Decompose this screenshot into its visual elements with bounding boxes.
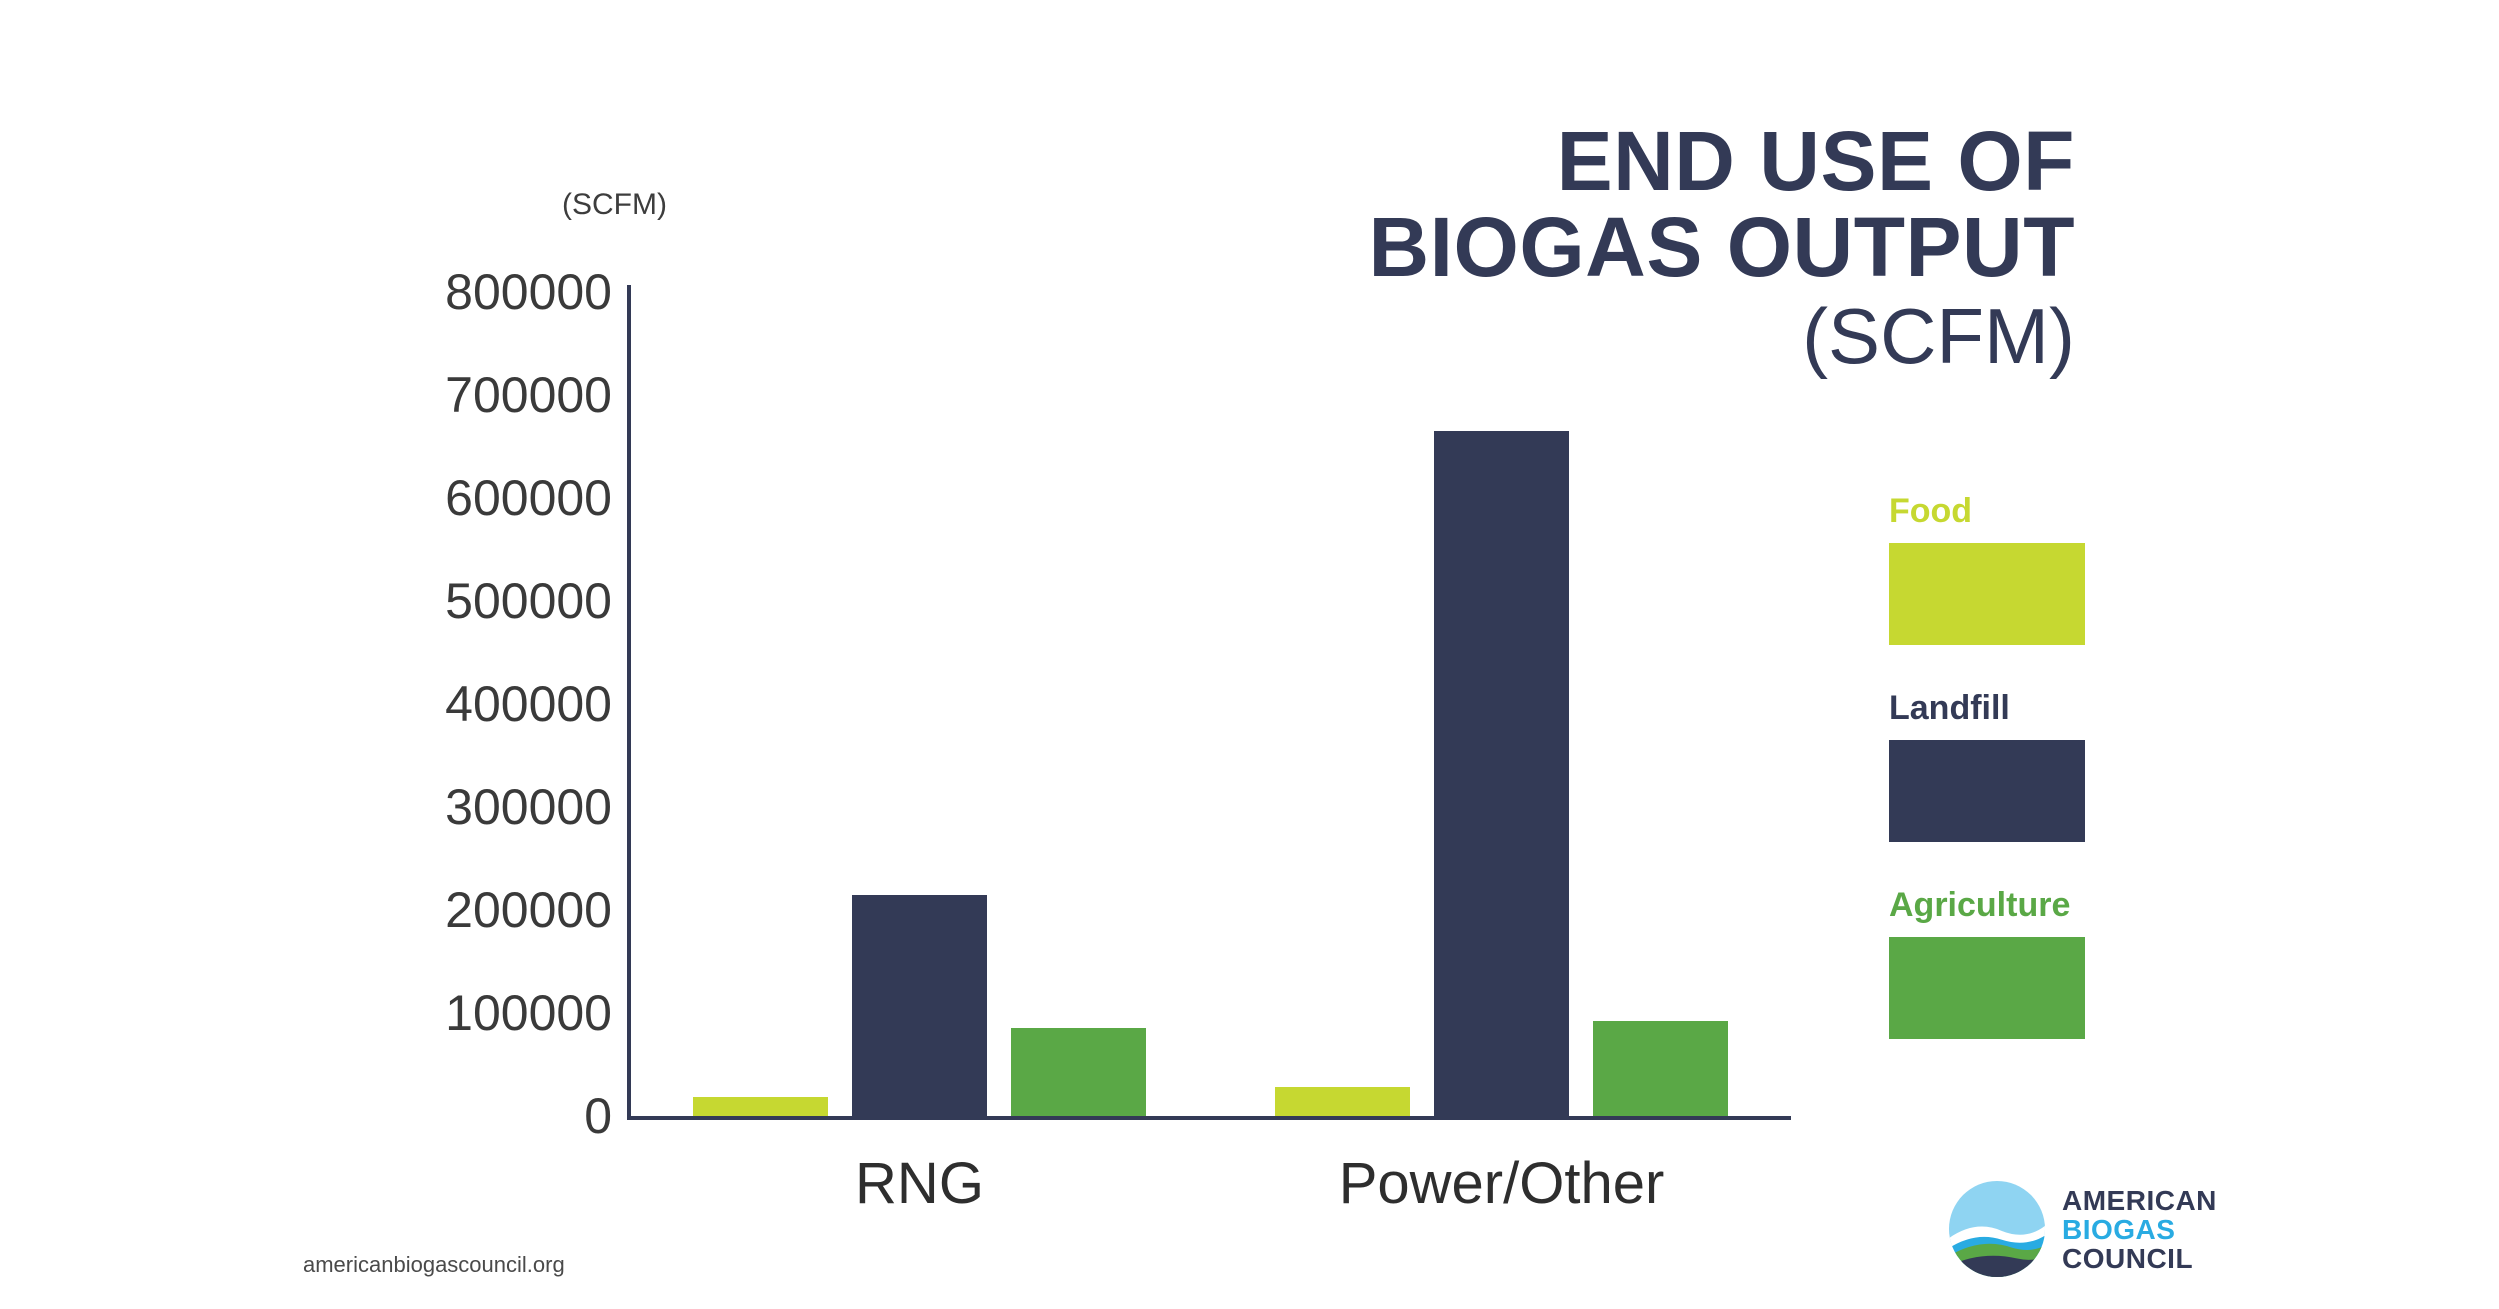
footer-url-text: americanbiogascouncil.org	[303, 1252, 565, 1277]
logo-line-biogas: BIOGAS	[2062, 1213, 2176, 1245]
y-tick-label: 300000	[445, 779, 612, 835]
bar-landfill-rng	[852, 895, 987, 1116]
abc-logo-wordmark: AMERICAN BIOGAS COUNCIL	[2062, 1186, 2217, 1273]
legend-label: Landfill	[1889, 689, 2010, 727]
bar-food-rng	[693, 1097, 828, 1116]
chart-title-line2: BIOGAS OUTPUT	[1368, 200, 2075, 294]
plot-area	[627, 292, 1789, 1116]
chart-title-line1: END USE OF	[1556, 114, 2075, 208]
x-category-label: RNG	[855, 1151, 984, 1216]
y-axis-line	[627, 285, 631, 1120]
legend-label: Food	[1889, 492, 1973, 530]
bar-agriculture-rng	[1011, 1028, 1146, 1116]
y-tick-label: 600000	[445, 470, 612, 526]
y-tick-label: 0	[584, 1088, 612, 1144]
y-axis-unit-label: (SCFM)	[562, 188, 667, 221]
y-tick-label: 700000	[445, 367, 612, 423]
y-tick-label: 500000	[445, 573, 612, 629]
bar-food-power-other	[1275, 1087, 1410, 1116]
legend-swatch	[1889, 937, 2085, 1039]
abc-logo-icon	[1948, 1180, 2046, 1278]
y-tick-label: 400000	[445, 676, 612, 732]
legend-item-agriculture: Agriculture	[1889, 886, 2085, 1039]
bar-agriculture-power-other	[1593, 1021, 1728, 1116]
logo-line-council: COUNCIL	[2062, 1242, 2194, 1274]
legend-swatch	[1889, 543, 2085, 645]
chart-title: END USE OF BIOGAS OUTPUT (SCFM)	[1368, 118, 2075, 382]
logo-line-american: AMERICAN	[2062, 1184, 2217, 1216]
american-biogas-council-logo: AMERICAN BIOGAS COUNCIL	[1948, 1180, 2217, 1278]
y-tick-label: 100000	[445, 985, 612, 1041]
bar-group-power-other	[1275, 431, 1728, 1116]
y-tick-label: 800000	[445, 264, 612, 320]
legend-item-food: Food	[1889, 492, 2085, 645]
legend: Food Landfill Agriculture	[1889, 492, 2085, 1083]
bar-landfill-power-other	[1434, 431, 1569, 1116]
y-tick-label: 200000	[445, 882, 612, 938]
legend-label: Agriculture	[1889, 886, 2071, 924]
x-axis-line	[627, 1116, 1791, 1120]
chart-title-unit: (SCFM)	[1802, 292, 2075, 380]
y-axis-ticks: 0 100000 200000 300000 400000 500000 600000 700…	[290, 0, 612, 1309]
x-category-label: Power/Other	[1338, 1151, 1665, 1216]
legend-item-landfill: Landfill	[1889, 689, 2085, 842]
legend-swatch	[1889, 740, 2085, 842]
bar-group-rng	[693, 895, 1146, 1116]
